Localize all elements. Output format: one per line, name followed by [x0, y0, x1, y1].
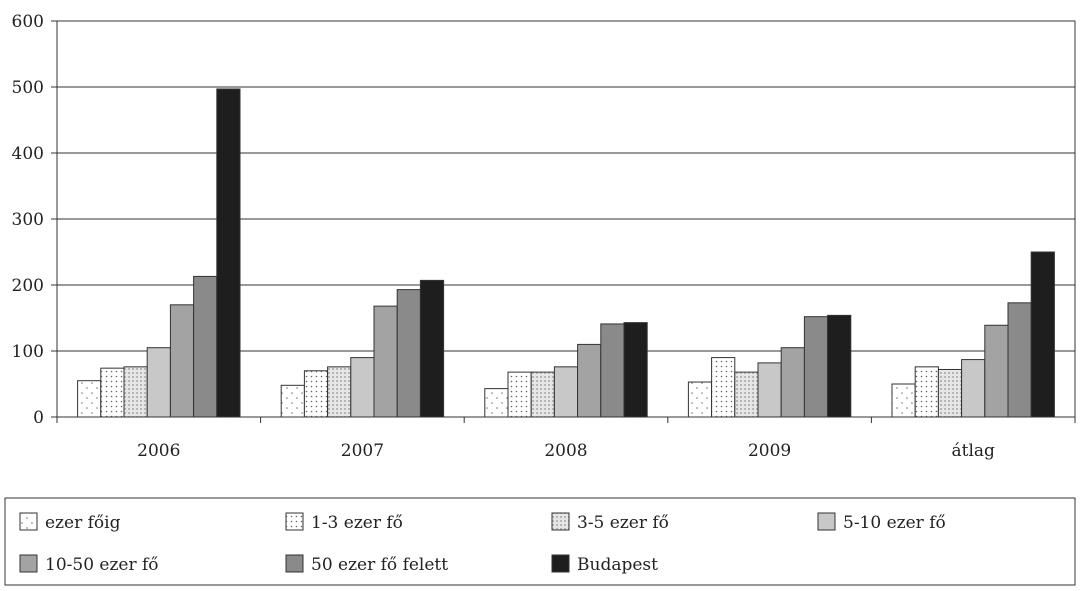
legend-label: 10-50 ezer fő [45, 555, 159, 575]
y-tick-label: 600 [12, 12, 44, 32]
bar [396, 289, 421, 418]
bar [100, 367, 125, 418]
y-axis-ticks: 0 100 200 300 400 500 600 [12, 12, 57, 428]
bar [577, 343, 602, 418]
bar [530, 371, 555, 418]
bar [216, 88, 241, 418]
bar [123, 366, 148, 418]
y-tick-label: 0 [33, 408, 44, 428]
legend: ezer főig 1-3 ezer fő 3-5 ezer fő 5-10 ezer… [19, 512, 946, 575]
bar [507, 371, 532, 418]
bar [600, 323, 625, 418]
y-tick-label: 300 [12, 210, 44, 230]
bar [169, 304, 195, 418]
y-tick-label: 200 [12, 276, 44, 296]
x-tick-label: 2008 [544, 441, 587, 461]
bar [193, 275, 218, 418]
legend-swatch [285, 512, 304, 531]
bar [711, 357, 736, 418]
bar [623, 322, 648, 418]
legend-label: 50 ezer fő felett [311, 555, 448, 575]
bar [484, 388, 509, 418]
bar [327, 366, 352, 418]
x-tick-label: 2009 [748, 441, 791, 461]
bar [984, 324, 1009, 418]
bar [280, 384, 305, 418]
bar [827, 314, 852, 418]
legend-swatch [19, 512, 38, 531]
legend-swatch [551, 554, 570, 573]
legend-swatch [285, 554, 304, 573]
bar [780, 347, 805, 418]
x-tick-label: 2007 [341, 441, 384, 461]
bar [914, 366, 939, 418]
x-axis-categories: 2006 2007 2008 2009 átlag [56, 417, 1076, 461]
bar [1030, 251, 1055, 418]
bar [687, 381, 713, 418]
legend-label: ezer főig [45, 513, 121, 533]
legend-label: 1-3 ezer fő [311, 513, 403, 533]
legend-swatch [19, 554, 38, 573]
y-tick-label: 500 [12, 78, 44, 98]
bar [961, 359, 986, 418]
legend-label: 3-5 ezer fő [577, 513, 669, 533]
bar [303, 370, 329, 418]
y-tick-label: 100 [12, 342, 44, 362]
legend-label: 5-10 ezer fő [843, 513, 946, 533]
bar [146, 347, 171, 418]
bar [77, 380, 102, 418]
x-tick-label: 2006 [137, 441, 180, 461]
y-tick-label: 400 [12, 144, 44, 164]
x-tick-label: átlag [951, 441, 995, 461]
bar [803, 316, 829, 418]
bar [553, 366, 579, 418]
bar [937, 368, 963, 418]
legend-label: Budapest [577, 555, 658, 575]
bar [891, 383, 916, 418]
legend-swatch [551, 512, 570, 531]
bar [419, 279, 445, 418]
bars [77, 88, 1055, 418]
bar [373, 305, 398, 418]
bar [1007, 302, 1032, 418]
bar [757, 362, 782, 418]
legend-swatch [817, 512, 836, 531]
legend-box [4, 497, 1076, 586]
bar [350, 357, 375, 418]
bar [734, 371, 759, 418]
